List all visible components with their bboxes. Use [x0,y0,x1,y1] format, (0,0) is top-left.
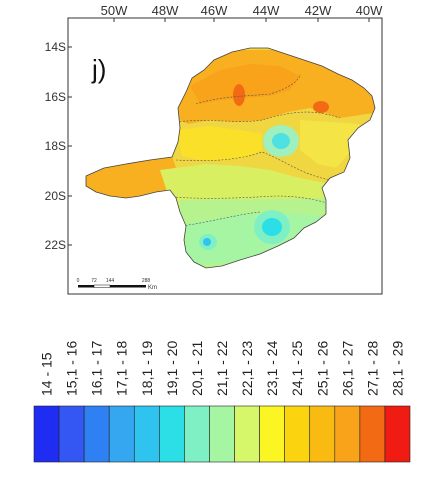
panel-label: j) [91,54,106,84]
legend-label: 22,1 - 23 [239,341,255,396]
zone-cold-core-north [272,133,290,149]
legend-swatch [159,405,185,463]
legend-swatch [83,405,110,463]
legend-swatch [58,405,85,463]
legend-swatch [384,405,411,463]
lat-label-18s: 18S [45,139,66,153]
legend-swatch [234,405,260,463]
legend-label: 20,1 - 21 [189,341,205,396]
scale-tick-0: 0 [77,278,80,284]
legend-swatch [33,405,60,463]
latitude-labels: 14S 16S 18S 20S 22S [45,40,66,252]
lon-label-42w: 42W [305,3,332,18]
zone-cold-core-south [262,218,282,236]
scale-bar: 0 72 144 288 Km [77,278,157,291]
legend-label: 14 - 15 [39,352,55,396]
legend-label: 19,1 - 20 [164,341,180,396]
legend-label: 21,1 - 22 [214,341,230,396]
legend-label: 26,1 - 27 [339,341,355,396]
state-outline [85,47,376,269]
legend-swatch [309,405,336,463]
legend-label: 27,1 - 28 [364,341,380,396]
scale-bar-segment-3 [110,285,146,288]
isotherms [161,73,341,227]
legend-swatch [259,405,285,463]
longitude-ticks [113,18,370,22]
legend-svg: 14 - 15 15,1 - 16 16,1 - 17 17,1 - 18 18,1 -… [33,341,411,463]
scale-bar-segment-1 [78,285,94,288]
zone-central-yellow [176,126,262,160]
lon-label-50w: 50W [101,3,128,18]
legend-swatch [284,405,311,463]
zone-cold-core-west [203,238,211,246]
lon-label-40w: 40W [356,3,383,18]
map-svg: 50W 48W 46W 44W 42W 40W 14S 16S 18S 20S … [45,3,383,295]
scale-tick-288: 288 [142,278,151,284]
legend-label: 16,1 - 17 [89,341,105,396]
legend-swatch [334,405,361,463]
legend-swatch [209,405,235,463]
latitude-ticks [68,46,72,246]
legend-label: 23,1 - 24 [264,341,280,396]
legend-label: 28,1 - 29 [389,341,405,396]
zone-north-hotspot [233,84,245,106]
lon-label-44w: 44W [253,3,280,18]
lat-label-22s: 22S [45,238,66,252]
legend-label: 17,1 - 18 [114,341,130,396]
lat-label-20s: 20S [45,189,66,203]
legend-color-bar [33,405,411,463]
zone-east-yellow [300,120,360,168]
lon-label-48w: 48W [152,3,179,18]
lat-label-16s: 16S [45,90,66,104]
scale-unit: Km [148,285,157,291]
map-panel: 50W 48W 46W 44W 42W 40W 14S 16S 18S 20S … [45,3,383,295]
legend-label: 18,1 - 19 [139,341,155,396]
lon-label-46w: 46W [201,3,228,18]
legend-swatch [184,405,210,463]
longitude-labels: 50W 48W 46W 44W 42W 40W [101,3,383,18]
legend: 14 - 15 15,1 - 16 16,1 - 17 17,1 - 18 18,1 -… [0,300,442,472]
scale-tick-72: 72 [91,278,97,284]
legend-swatch [133,405,160,463]
legend-label: 15,1 - 16 [64,341,80,396]
legend-label: 25,1 - 26 [314,341,330,396]
lat-label-14s: 14S [45,40,66,54]
legend-labels: 14 - 15 15,1 - 16 16,1 - 17 17,1 - 18 18,1 -… [39,341,406,396]
legend-swatch [108,405,135,463]
legend-swatch [359,405,386,463]
zone-north-core [190,64,300,104]
legend-label: 24,1 - 25 [289,341,305,396]
scale-bar-segment-2 [93,284,111,288]
scale-tick-144: 144 [106,278,115,284]
zone-east-hotspot [313,101,329,113]
